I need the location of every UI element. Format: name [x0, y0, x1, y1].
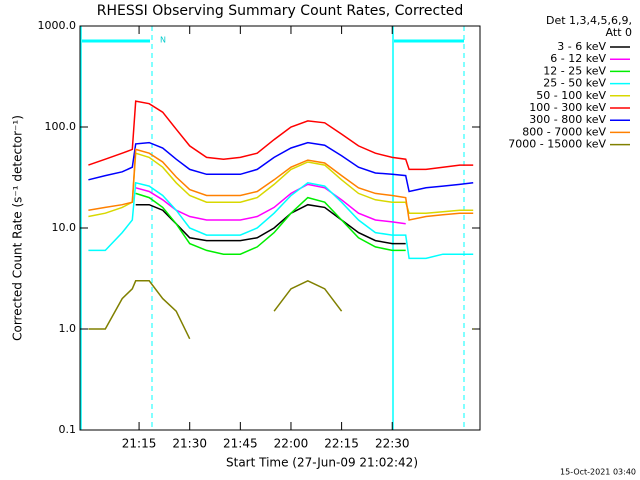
x-tick-label: 21:30 — [172, 437, 207, 451]
legend-label: 300 - 800 keV — [529, 113, 606, 126]
y-tick-label: 1.0 — [59, 322, 77, 335]
y-axis-label: Corrected Count Rate (s⁻¹ detector⁻¹) — [11, 115, 25, 341]
legend-label: 12 - 25 keV — [543, 64, 606, 77]
y-tick-label: 10.0 — [52, 221, 77, 234]
annotation: N — [160, 36, 166, 45]
legend-label: 50 - 100 keV — [536, 89, 606, 102]
legend-label: 800 - 7000 keV — [522, 125, 606, 138]
series-line — [88, 100, 474, 171]
chart-title: RHESSI Observing Summary Count Rates, Co… — [97, 3, 463, 19]
legend-title: Det 1,3,4,5,6,9, — [546, 14, 632, 27]
legend-label: 3 - 6 keV — [557, 40, 606, 53]
legend-label: 6 - 12 keV — [550, 52, 606, 65]
legend-label: 7000 - 15000 keV — [508, 138, 606, 151]
series-line — [88, 148, 474, 221]
timestamp: 15-Oct-2021 03:40 — [560, 468, 636, 477]
legend-label: 25 - 50 keV — [543, 77, 606, 90]
series-line — [88, 141, 474, 193]
series-line — [135, 192, 406, 255]
x-tick-label: 21:45 — [223, 437, 258, 451]
x-tick-label: 22:15 — [324, 437, 359, 451]
legend-label: 100 - 300 keV — [529, 101, 606, 114]
series-line — [88, 181, 474, 260]
x-axis-label: Start Time (27-Jun-09 21:02:42) — [226, 456, 418, 470]
legend-title: Att 0 — [606, 26, 632, 39]
series-line — [88, 279, 475, 340]
y-tick-label: 1000.0 — [38, 19, 77, 32]
y-tick-label: 0.1 — [59, 423, 77, 436]
x-tick-label: 21:15 — [122, 437, 157, 451]
x-tick-label: 22:00 — [274, 437, 309, 451]
y-tick-label: 100.0 — [45, 120, 77, 133]
x-tick-label: 22:30 — [375, 437, 410, 451]
